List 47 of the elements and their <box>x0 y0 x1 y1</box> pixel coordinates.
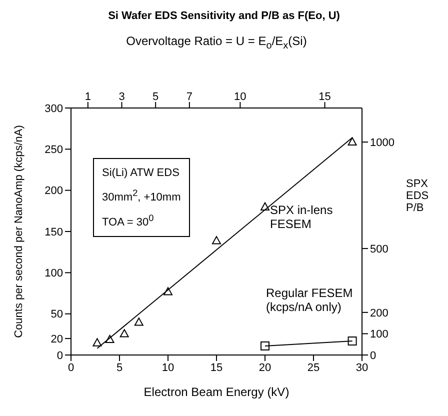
text-box: Si(Li) ATW EDS 30mm$^{2}$, +10mm TOA = 30$^{0}$ <box>93 158 190 238</box>
annotation: 30mm$^{2}$, +10mm <box>102 187 181 206</box>
point <box>260 341 270 350</box>
y-tick-label: 250 <box>44 144 63 156</box>
y-tick-label: 200 <box>44 185 63 198</box>
x-axis-title: Electron Beam Energy (kV) <box>144 385 290 399</box>
x-tick-label: 0 <box>68 362 74 374</box>
y2-tick-label: 200 <box>370 307 388 320</box>
x-tick-label: 25 <box>307 362 320 374</box>
x2-axis-title: Overvoltage Ratio = U = E$_{o}$/E$_{x}$(Si) <box>125 34 308 52</box>
x2-tick-label: 7 <box>186 91 192 103</box>
x2-tick-label: 10 <box>234 91 246 103</box>
annotation: Si(Li) ATW EDS <box>102 166 180 181</box>
x2-tick-label: 3 <box>118 91 125 103</box>
y-tick-label: 20 <box>50 333 63 346</box>
y-tick-label: 0 <box>56 350 63 362</box>
x-tick-label: 15 <box>210 362 223 374</box>
x-tick-label: 10 <box>162 362 174 374</box>
point <box>260 202 270 210</box>
point <box>348 137 357 146</box>
point <box>212 236 221 244</box>
point <box>92 338 102 346</box>
x-tick-label: 20 <box>258 362 272 374</box>
annotation: Regular FESEM (kcps/nA only) <box>266 286 354 314</box>
point <box>105 334 114 344</box>
y2-tick-label: 100 <box>370 328 388 341</box>
point <box>164 287 172 296</box>
y2-axis-title: SPX EDS P/B <box>406 178 430 214</box>
point <box>348 336 357 346</box>
point <box>134 318 144 326</box>
x2-tick-label: 1 <box>84 91 91 103</box>
y2-tick-label: 500 <box>370 243 388 256</box>
y2-tick-label: 0 <box>370 350 376 362</box>
y-tick-label: 150 <box>44 226 63 238</box>
x-tick-label: 30 <box>356 362 368 374</box>
x2-tick-label: 15 <box>318 91 331 103</box>
annotation: TOA = 30$^{0}$ <box>102 212 155 230</box>
x2-tick-label: 5 <box>152 91 159 103</box>
y-axis-title: Counts per second per NanoAmp (kcps/nA) <box>12 125 25 338</box>
y-tick-label: 300 <box>44 102 63 115</box>
annotation: SPX in-lens FESEM <box>270 203 334 231</box>
point <box>120 329 129 338</box>
y2-tick-label: 1000 <box>370 136 394 149</box>
y-tick-label: 50 <box>50 308 63 321</box>
x-tick-label: 5 <box>116 362 123 374</box>
y-tick-label: 100 <box>44 268 63 280</box>
chart-title: Si Wafer EDS Sensitivity and P/B as F(Eo, U) <box>107 10 341 22</box>
